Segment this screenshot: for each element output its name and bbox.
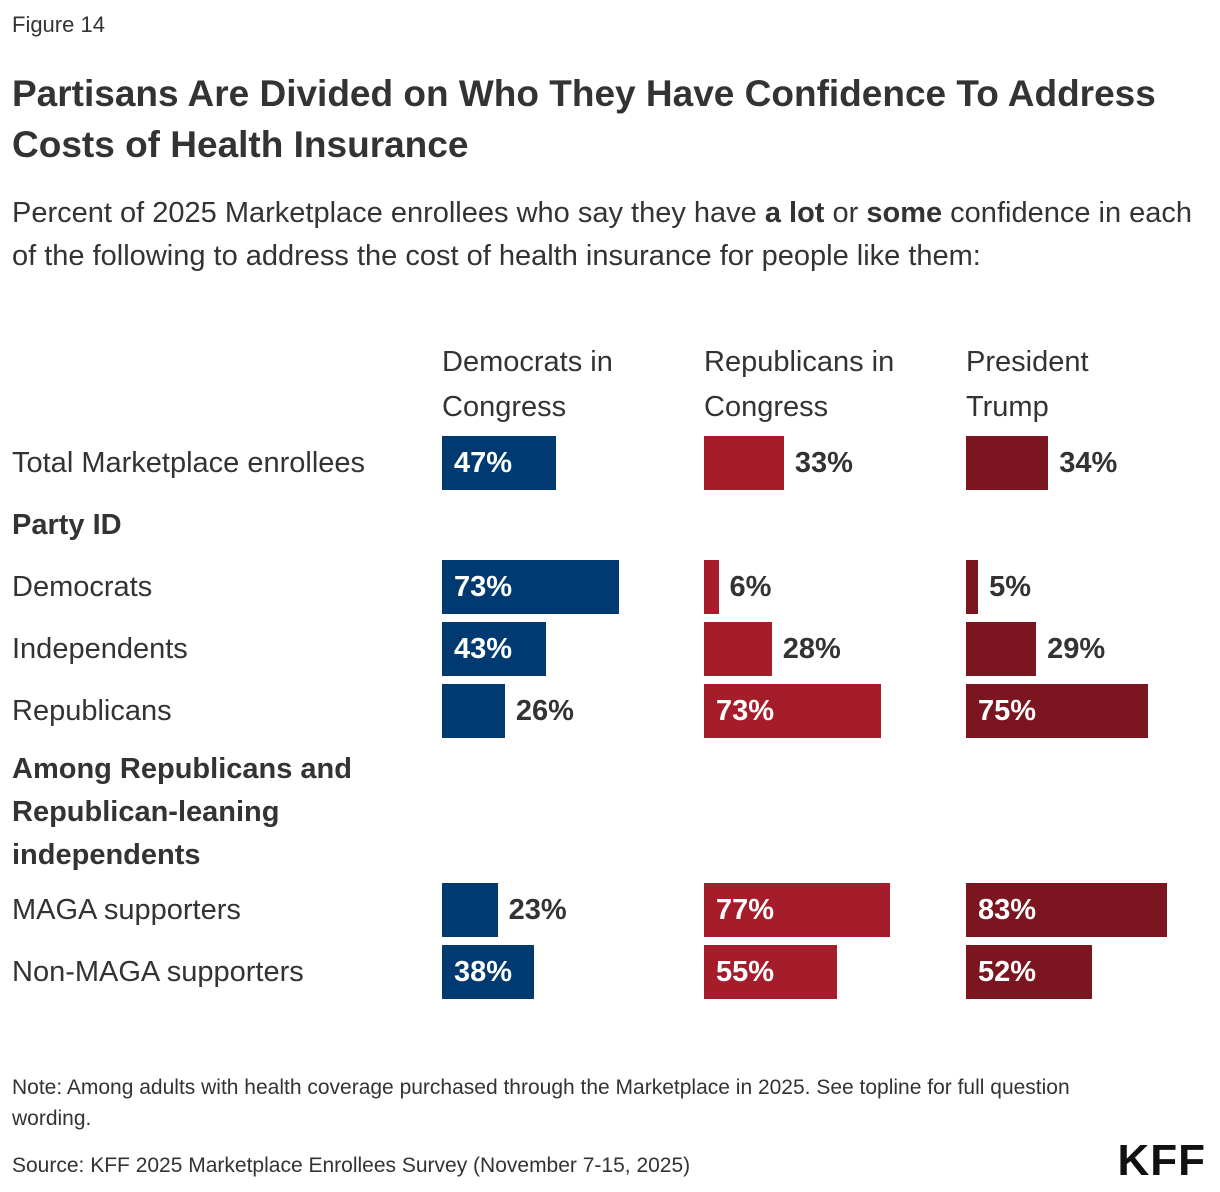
kff-logo: KFF xyxy=(1117,1136,1206,1185)
value-label-democrats-in-congress-non-maga-supporters: 38% xyxy=(454,956,513,988)
row-label-republicans: Republicans xyxy=(12,695,172,727)
bar-democrats-in-congress-republicans xyxy=(442,684,505,738)
bar-democrats-in-congress-maga-supporters xyxy=(442,883,498,937)
value-label-republicans-in-congress-republicans: 73% xyxy=(716,695,775,727)
row-label-non-maga-supporters: Non-MAGA supporters xyxy=(12,956,304,988)
column-header-democrats-in-congress: Democrats in Congress xyxy=(442,346,613,423)
value-label-democrats-in-congress-republicans: 26% xyxy=(515,695,574,727)
bar-president-trump-independents xyxy=(966,622,1037,676)
value-label-democrats-in-congress-total-marketplace-enrollees: 47% xyxy=(454,447,513,479)
row-label-independents: Independents xyxy=(12,633,188,665)
bar-president-trump-total-marketplace-enrollees xyxy=(966,436,1049,490)
bar-democrats-in-congress-democrats xyxy=(442,560,619,614)
subtitle-part1: Percent of 2025 Marketplace enrollees wh… xyxy=(12,197,765,229)
bar-president-trump-non-maga-supporters xyxy=(966,945,1092,999)
value-label-republicans-in-congress-independents: 28% xyxy=(782,633,841,665)
value-label-republicans-in-congress-non-maga-supporters: 55% xyxy=(716,956,775,988)
subtitle-bold1: a lot xyxy=(764,197,825,229)
bar-republicans-in-congress-maga-supporters xyxy=(704,883,891,937)
value-label-president-trump-total-marketplace-enrollees: 34% xyxy=(1059,447,1118,479)
value-label-president-trump-republicans: 75% xyxy=(978,695,1037,727)
value-label-democrats-in-congress-democrats: 73% xyxy=(454,571,513,603)
value-label-president-trump-independents: 29% xyxy=(1047,633,1106,665)
row-label-total-marketplace-enrollees: Total Marketplace enrollees xyxy=(12,447,366,479)
value-label-republicans-in-congress-democrats: 6% xyxy=(729,571,772,603)
row-label-democrats: Democrats xyxy=(12,571,153,603)
row-label-maga-supporters: MAGA supporters xyxy=(12,894,241,926)
chart-source: Source: KFF 2025 Marketplace Enrollees S… xyxy=(12,1154,691,1177)
bar-republicans-in-congress-non-maga-supporters xyxy=(704,945,838,999)
value-label-democrats-in-congress-independents: 43% xyxy=(454,633,513,665)
bar-president-trump-republicans xyxy=(966,684,1148,738)
group-label-among-republicans-and-republican-leaning-independents: Among Republicans and Republican-leaning… xyxy=(12,753,352,871)
bar-democrats-in-congress-independents xyxy=(442,622,547,676)
bar-democrats-in-congress-total-marketplace-enrollees xyxy=(442,436,556,490)
value-label-president-trump-democrats: 5% xyxy=(989,571,1032,603)
chart-note: Note: Among adults with health coverage … xyxy=(12,1076,1070,1130)
group-label-party-id: Party ID xyxy=(12,509,122,541)
bar-democrats-in-congress-non-maga-supporters xyxy=(442,945,534,999)
subtitle-part3: confidence in each of the following to a… xyxy=(12,197,1193,272)
value-label-president-trump-maga-supporters: 83% xyxy=(978,894,1037,926)
subtitle-part2: or xyxy=(824,197,867,229)
subtitle-bold2: some xyxy=(866,197,943,229)
value-label-republicans-in-congress-maga-supporters: 77% xyxy=(716,894,775,926)
bar-republicans-in-congress-democrats xyxy=(704,560,719,614)
bar-president-trump-maga-supporters xyxy=(966,883,1167,937)
chart-title: Partisans Are Divided on Who They Have C… xyxy=(12,73,1156,165)
bar-republicans-in-congress-total-marketplace-enrollees xyxy=(704,436,784,490)
column-header-republicans-in-congress: Republicans in Congress xyxy=(704,346,895,423)
chart-subtitle: Percent of 2025 Marketplace enrollees wh… xyxy=(12,192,1202,278)
value-label-republicans-in-congress-total-marketplace-enrollees: 33% xyxy=(794,447,853,479)
bar-republicans-in-congress-independents xyxy=(704,622,772,676)
bar-president-trump-democrats xyxy=(966,560,979,614)
bar-republicans-in-congress-republicans xyxy=(704,684,881,738)
column-header-president-trump: President Trump xyxy=(966,346,1089,423)
value-label-democrats-in-congress-maga-supporters: 23% xyxy=(508,894,567,926)
value-label-president-trump-non-maga-supporters: 52% xyxy=(978,956,1037,988)
figure-label: Figure 14 xyxy=(12,12,105,37)
